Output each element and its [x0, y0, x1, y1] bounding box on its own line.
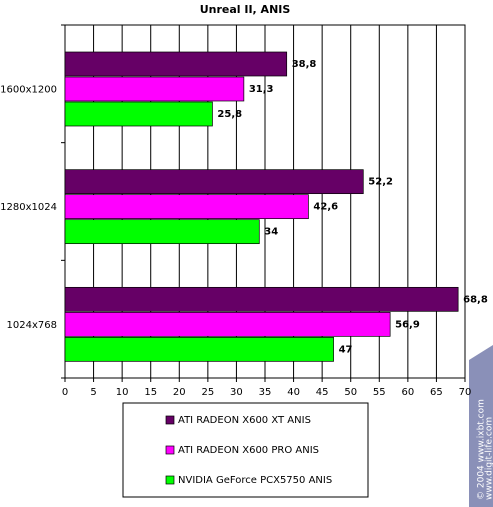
legend-swatch: [165, 475, 175, 485]
x-tick-label: 35: [259, 387, 272, 398]
legend-swatch: [165, 415, 175, 425]
legend-swatch: [165, 445, 175, 455]
watermark: www.digit-life.com: [485, 417, 493, 500]
legend-label: ATI RADEON X600 PRO ANIS: [178, 445, 319, 456]
x-tick-label: 40: [287, 387, 300, 398]
x-tick-label: 30: [230, 387, 243, 398]
x-tick-label: 20: [173, 387, 186, 398]
y-tick-label: 1600x1200: [0, 85, 57, 96]
x-tick-label: 65: [430, 387, 443, 398]
x-tick-label: 45: [316, 387, 329, 398]
legend: [122, 402, 369, 498]
x-tick-label: 25: [201, 387, 214, 398]
data-label: 34: [264, 227, 278, 238]
x-tick-label: 10: [116, 387, 129, 398]
chart-title: Unreal II, ANIS: [200, 3, 291, 16]
y-tick-label: 1024x768: [7, 320, 57, 331]
legend-label: ATI RADEON X600 XT ANIS: [178, 415, 311, 426]
data-label: 31,3: [249, 84, 274, 95]
x-tick-label: 70: [459, 387, 472, 398]
x-tick-label: 0: [62, 387, 68, 398]
bar: [64, 286, 459, 312]
y-tick-label: 1280x1024: [0, 202, 57, 213]
data-label: 52,2: [368, 177, 393, 188]
data-label: 56,9: [395, 319, 420, 330]
bar: [64, 169, 364, 195]
bar: [64, 311, 391, 337]
bar: [64, 76, 245, 102]
x-tick-label: 5: [90, 387, 96, 398]
data-label: 25,8: [217, 109, 242, 120]
x-tick-label: 15: [144, 387, 157, 398]
x-tick-label: 50: [344, 387, 357, 398]
watermark: © 2004 www.ixbt.com: [477, 399, 487, 500]
data-label: 38,8: [292, 59, 317, 70]
data-label: 68,8: [463, 294, 488, 305]
data-label: 42,6: [313, 202, 338, 213]
bar: [64, 336, 334, 362]
x-tick-label: 60: [401, 387, 414, 398]
bar: [64, 194, 309, 220]
data-label: 47: [339, 344, 353, 355]
watermark-band: [469, 345, 493, 507]
bar: [64, 51, 288, 77]
legend-label: NVIDIA GeForce PCX5750 ANIS: [178, 475, 332, 486]
bar: [64, 101, 213, 127]
bar: [64, 219, 260, 245]
x-tick-label: 55: [373, 387, 386, 398]
